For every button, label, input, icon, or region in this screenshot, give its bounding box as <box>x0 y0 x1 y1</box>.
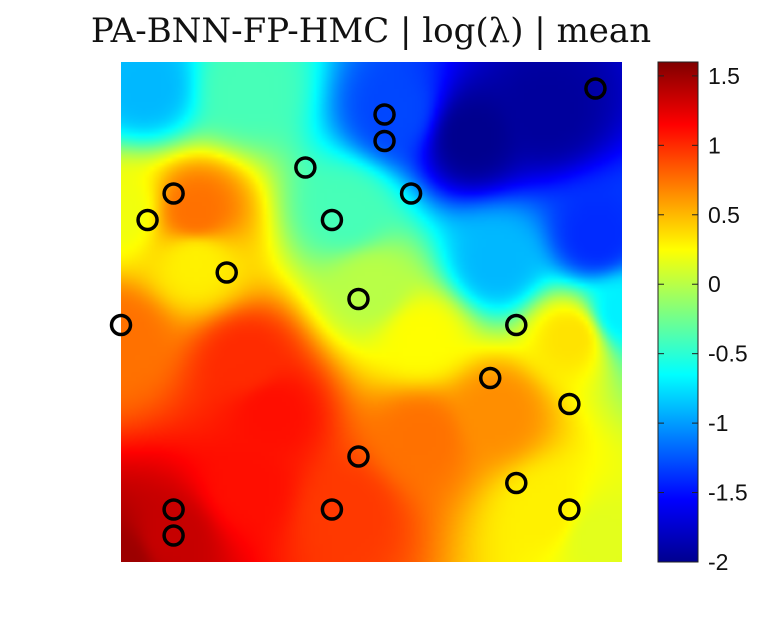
sample-point-marker <box>162 498 185 521</box>
sample-point-marker <box>558 392 581 416</box>
sample-point-marker <box>320 498 344 521</box>
sample-point-marker <box>320 208 344 232</box>
heatmap-plot-area <box>121 62 622 562</box>
colorbar-tick-label: 1 <box>708 132 721 158</box>
sample-point-marker <box>109 313 133 337</box>
colorbar-tick-label: 0 <box>708 271 721 297</box>
colorbar-tick-label: -2 <box>708 549 728 575</box>
colorbar-gradient <box>657 61 699 563</box>
sample-point-marker <box>478 366 502 390</box>
sample-point-marker <box>347 445 370 468</box>
colorbar-ticks: 1.5 1 0.5 0 -0.5 -1 -1.5 -2 <box>658 63 748 575</box>
sample-point-marker <box>162 524 185 547</box>
sample-point-marker <box>505 471 528 495</box>
colorbar-tick-label: -1 <box>708 410 728 436</box>
sample-point-markers <box>109 77 607 547</box>
sample-point-marker <box>136 208 159 232</box>
sample-point-marker <box>373 103 396 126</box>
sample-point-marker <box>373 129 396 153</box>
colorbar-tick-label: -0.5 <box>708 341 748 367</box>
sample-point-marker <box>584 77 607 100</box>
sample-point-marker <box>347 287 370 311</box>
colorbar: 1.5 1 0.5 0 -0.5 -1 -1.5 -2 <box>657 61 748 575</box>
sample-point-marker <box>558 498 581 521</box>
sample-point-marker <box>294 156 317 179</box>
heatmap-field <box>121 62 622 562</box>
sample-point-marker <box>399 182 423 205</box>
colorbar-tick-label: 0.5 <box>708 202 740 228</box>
sample-point-marker <box>162 182 185 205</box>
chart-title: PA-BNN-FP-HMC | log(λ) | mean <box>91 11 651 51</box>
sample-point-marker <box>215 261 238 284</box>
sample-point-marker <box>505 313 528 337</box>
colorbar-tick-label: -1.5 <box>708 480 748 506</box>
colorbar-tick-label: 1.5 <box>708 63 740 89</box>
